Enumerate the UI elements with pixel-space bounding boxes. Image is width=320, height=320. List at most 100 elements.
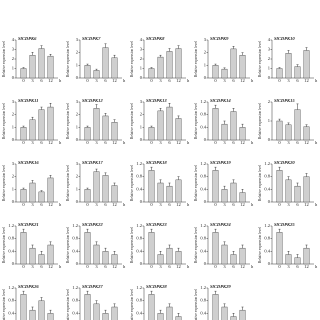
x-tick-label: 12 bbox=[176, 78, 181, 83]
y-tick-label: 2 bbox=[12, 112, 14, 117]
x-axis-label: h bbox=[59, 264, 62, 269]
bar bbox=[29, 119, 36, 141]
x-tick-label: 0 bbox=[86, 202, 89, 207]
y-tick-label: 2 bbox=[268, 99, 270, 104]
bar bbox=[221, 123, 228, 141]
bar bbox=[239, 55, 246, 79]
bar bbox=[111, 57, 118, 79]
x-tick-label: 12 bbox=[112, 202, 117, 207]
chart-title: SlCDPK16 bbox=[18, 160, 39, 165]
bar bbox=[93, 171, 100, 203]
bar bbox=[93, 108, 100, 141]
y-tick-label: 0.8 bbox=[200, 298, 206, 303]
bar bbox=[212, 232, 219, 265]
y-axis-label: Relative expression level bbox=[194, 41, 198, 77]
y-axis-label: Relative expression level bbox=[2, 103, 6, 139]
y-tick-label: 2 bbox=[268, 56, 270, 61]
x-tick-label: 6 bbox=[168, 140, 171, 145]
bar bbox=[38, 48, 45, 79]
bar bbox=[285, 254, 292, 265]
bar bbox=[93, 70, 100, 79]
x-tick-label: 12 bbox=[48, 78, 53, 83]
x-tick-label: 3 bbox=[287, 264, 290, 269]
y-tick-label: 0 bbox=[204, 261, 207, 266]
y-tick-label: 1.2 bbox=[264, 223, 270, 228]
y-axis-label: Relative expression level bbox=[130, 103, 134, 139]
x-tick-label: 3 bbox=[95, 140, 98, 145]
x-tick-label: 3 bbox=[159, 140, 162, 145]
x-tick-label: 3 bbox=[31, 264, 34, 269]
y-tick-label: 1 bbox=[140, 66, 142, 71]
y-axis-label: Relative expression level bbox=[194, 227, 198, 263]
x-tick-label: 3 bbox=[31, 140, 34, 145]
bar bbox=[294, 185, 301, 203]
y-tick-label: 3 bbox=[204, 37, 207, 42]
bar bbox=[166, 306, 173, 320]
y-axis-label: Relative expression level bbox=[66, 103, 70, 139]
y-tick-label: 0.8 bbox=[200, 112, 206, 117]
x-tick-label: 0 bbox=[150, 78, 153, 83]
y-tick-label: 2 bbox=[204, 50, 206, 55]
y-tick-label: 0.4 bbox=[200, 124, 206, 129]
chart-title: SlCDPK11 bbox=[18, 98, 38, 103]
y-tick-label: 1.2 bbox=[72, 285, 78, 290]
x-tick-label: 6 bbox=[296, 264, 299, 269]
y-tick-label: 2 bbox=[76, 50, 78, 55]
bar bbox=[285, 179, 292, 203]
bar bbox=[20, 68, 27, 79]
bar bbox=[230, 48, 237, 79]
chart-title: SlCDPK15 bbox=[274, 98, 295, 103]
y-tick-label: 1 bbox=[268, 66, 270, 71]
bar bbox=[175, 251, 182, 265]
y-tick-label: 1.2 bbox=[264, 161, 270, 166]
y-tick-label: 0 bbox=[140, 75, 143, 80]
bar bbox=[285, 124, 292, 141]
y-tick-label: 1.2 bbox=[136, 161, 142, 166]
bar bbox=[221, 189, 228, 203]
y-tick-label: 0.8 bbox=[72, 236, 78, 241]
x-tick-label: 3 bbox=[95, 264, 98, 269]
bar bbox=[111, 306, 118, 320]
y-tick-label: 0.4 bbox=[136, 186, 142, 191]
x-tick-label: 3 bbox=[159, 264, 162, 269]
x-tick-label: 3 bbox=[31, 202, 34, 207]
x-tick-label: 12 bbox=[176, 264, 181, 269]
chart-title: SlCDPK29 bbox=[210, 284, 231, 289]
x-tick-label: 0 bbox=[150, 140, 153, 145]
y-axis-label: Relative expression level bbox=[258, 41, 262, 77]
bar bbox=[157, 110, 164, 141]
y-tick-label: 3 bbox=[12, 161, 15, 166]
x-axis-label: h bbox=[123, 140, 126, 145]
x-tick-label: 12 bbox=[112, 78, 117, 83]
y-axis-label: Relative expression level bbox=[66, 41, 70, 77]
x-tick-label: 0 bbox=[214, 202, 217, 207]
x-tick-label: 12 bbox=[112, 140, 117, 145]
x-tick-label: 6 bbox=[232, 202, 235, 207]
y-tick-label: 1.2 bbox=[72, 223, 78, 228]
y-tick-label: 1 bbox=[12, 124, 14, 129]
y-tick-label: 2 bbox=[76, 174, 78, 179]
x-tick-label: 3 bbox=[31, 78, 34, 83]
y-tick-label: 3 bbox=[12, 99, 15, 104]
y-tick-label: 0 bbox=[268, 199, 271, 204]
x-tick-label: 0 bbox=[86, 78, 89, 83]
bar bbox=[157, 313, 164, 320]
chart-title: SlCDPK18 bbox=[146, 160, 167, 165]
bar bbox=[29, 247, 36, 265]
x-tick-label: 0 bbox=[278, 78, 281, 83]
bar bbox=[276, 68, 283, 79]
x-tick-label: 0 bbox=[22, 202, 25, 207]
x-tick-label: 12 bbox=[304, 202, 309, 207]
bar bbox=[102, 175, 109, 203]
y-axis-label: Relative expression level bbox=[194, 103, 198, 139]
chart-title: SlCDPK26 bbox=[18, 284, 39, 289]
y-tick-label: 2 bbox=[140, 112, 142, 117]
x-tick-label: 6 bbox=[296, 140, 299, 145]
bar bbox=[175, 316, 182, 320]
y-tick-label: 2 bbox=[12, 174, 14, 179]
bar bbox=[102, 115, 109, 141]
y-tick-label: 0 bbox=[140, 261, 143, 266]
y-tick-label: 0.8 bbox=[136, 298, 142, 303]
y-tick-label: 0 bbox=[76, 137, 79, 142]
x-tick-label: 0 bbox=[214, 78, 217, 83]
